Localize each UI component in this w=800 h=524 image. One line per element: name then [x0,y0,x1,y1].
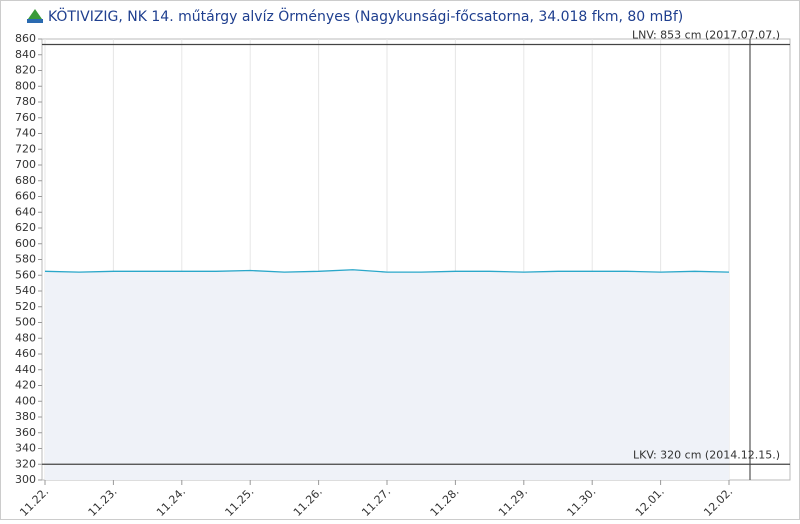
y-tick-label: 340 [15,442,36,455]
chart-title: KÖTIVIZIG, NK 14. műtárgy alvíz Örményes… [48,7,683,25]
y-tick-label: 700 [15,158,36,171]
y-tick-label: 860 [15,32,36,45]
y-tick-label: 820 [15,64,36,77]
y-tick-label: 420 [15,379,36,392]
y-tick-label: 760 [15,111,36,124]
y-tick-label: 640 [15,205,36,218]
y-tick-label: 460 [15,347,36,360]
logo [27,9,43,23]
y-tick-label: 580 [15,253,36,266]
y-tick-label: 300 [15,473,36,486]
threshold-label: LKV: 320 cm (2014.12.15.) [633,448,780,461]
y-tick-label: 740 [15,127,36,140]
y-tick-label: 600 [15,237,36,250]
y-tick-label: 500 [15,316,36,329]
y-tick-label: 780 [15,95,36,108]
y-tick-label: 360 [15,426,36,439]
line [44,269,730,273]
y-tick-label: 480 [15,331,36,344]
y-tick-label: 720 [15,142,36,155]
y-tick-label: 620 [15,221,36,234]
y-tick-label: 440 [15,363,36,376]
y-tick-label: 520 [15,300,36,313]
y-tick-label: 380 [15,410,36,423]
y-tick-label: 680 [15,174,36,187]
y-tick-label: 400 [15,394,36,407]
y-tick-label: 660 [15,190,36,203]
y-tick-label: 560 [15,268,36,281]
threshold-label: LNV: 853 cm (2017.07.07.) [632,29,780,42]
y-tick-label: 540 [15,284,36,297]
y-tick-label: 320 [15,457,36,470]
y-tick-label: 800 [15,79,36,92]
area [45,269,729,480]
y-tick-label: 840 [15,48,36,61]
